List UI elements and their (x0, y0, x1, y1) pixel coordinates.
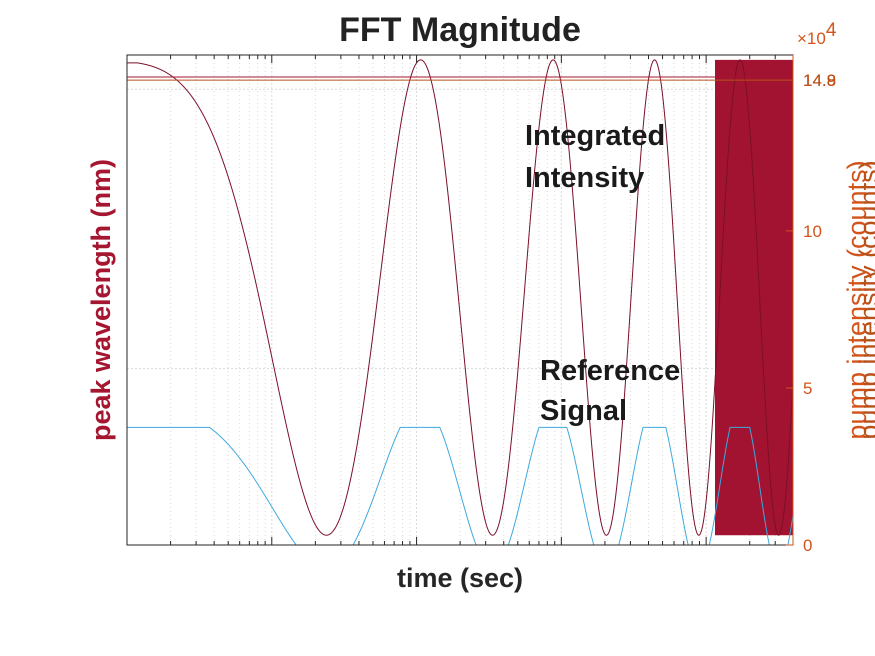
annotation-reference-line-2: Signal (540, 395, 627, 427)
right-tick-label: 5 (803, 379, 812, 398)
annotation-reference-line-1: Reference (540, 355, 680, 387)
exponent-base: ×10 (797, 29, 826, 48)
integrated-intensity-line (127, 59, 793, 536)
right-axis-ticks: 0 5 10 (786, 55, 822, 555)
annotation-integrated-line-2: Intensity (525, 162, 644, 194)
right-axis-label: pump intensity (counts) (842, 160, 872, 439)
annotation-integrated-line-1: Integrated (525, 120, 665, 152)
chart-title: FFT Magnitude (339, 11, 581, 49)
reference-signal-line (127, 426, 793, 545)
right-axis-exponent: ×104 (797, 20, 837, 48)
right-axis-label-overlap: pump intensity (counts) (854, 160, 875, 439)
x-axis-label: time (sec) (397, 563, 523, 593)
annotation-integrated-intensity: Integrated Intensity (525, 120, 673, 194)
right-tick-label: 0 (803, 536, 812, 555)
integrated-intensity-dense-fill (715, 59, 793, 536)
exponent-power: 4 (826, 20, 837, 41)
right-overlap-tick-b: 14.8 (803, 71, 836, 90)
right-tick-label: 10 (803, 222, 822, 241)
annotation-reference-signal: Reference Signal (540, 355, 688, 427)
plot-area (127, 59, 793, 545)
right-overlap-tick-a: 14.9 (803, 71, 836, 90)
left-axis-label: peak wavelength (nm) (86, 159, 116, 441)
x-axis-ticks (126, 55, 776, 545)
